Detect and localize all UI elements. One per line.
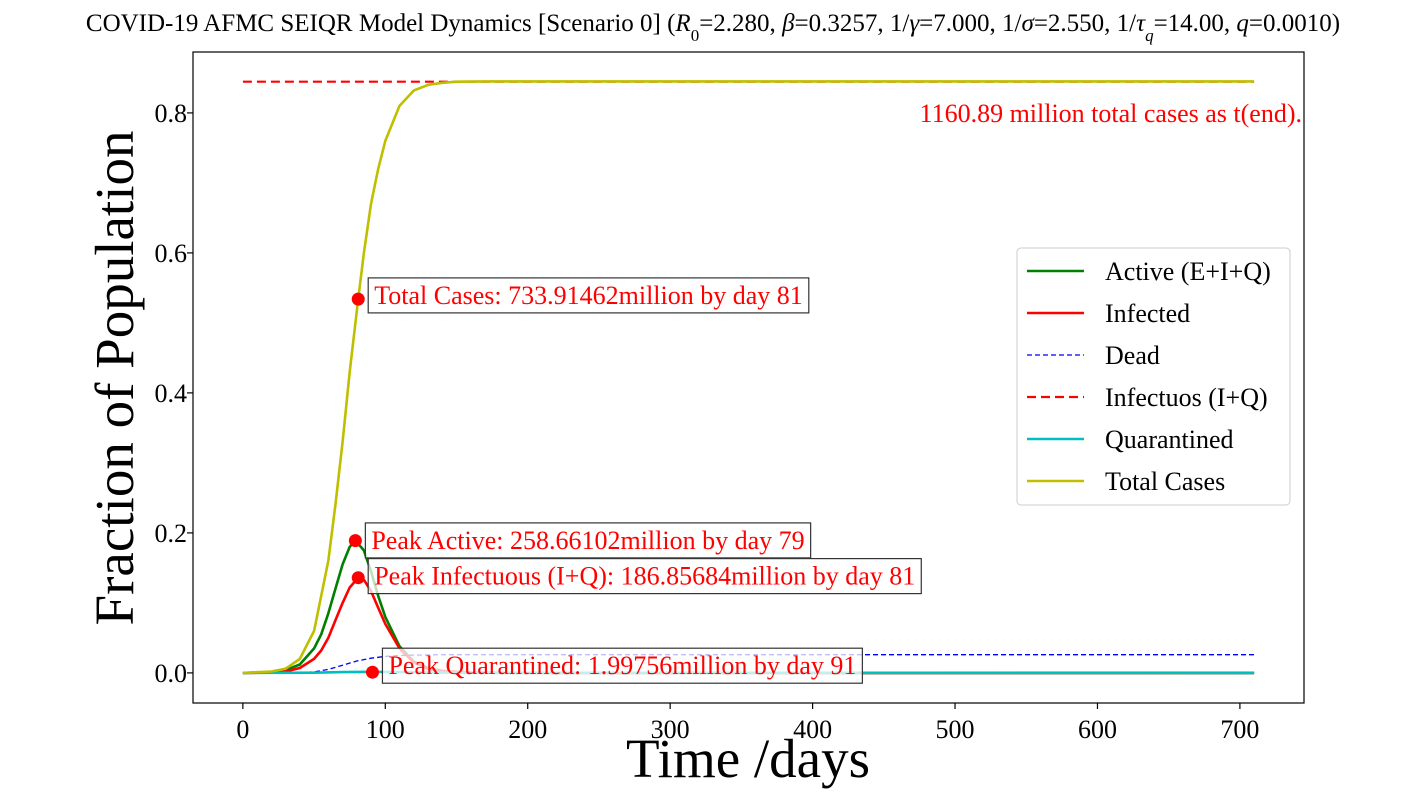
peak-marker xyxy=(351,571,365,585)
x-tick-label: 200 xyxy=(508,715,547,744)
y-tick-label: 0.8 xyxy=(155,99,188,128)
x-axis-ticks: 0 100 200 300 400 500 600 700 xyxy=(236,703,1259,744)
x-tick-label: 0 xyxy=(236,715,249,744)
legend-entries: Active (E+I+Q) Infected Dead Infectuos (I+Q… xyxy=(1027,257,1271,496)
y-axis-ticks: 0.0 0.2 0.4 0.6 0.8 xyxy=(155,99,193,688)
annotation-layer: Total Cases: 733.91462million by day 81 P… xyxy=(364,99,1302,684)
annotation-box xyxy=(367,557,922,595)
annotation-box xyxy=(381,647,863,684)
x-tick-label: 700 xyxy=(1220,715,1259,744)
series-line-5 xyxy=(242,80,1255,675)
y-axis-label: Fraction of Population xyxy=(84,131,145,626)
x-tick-label: 500 xyxy=(936,715,975,744)
annotation-label: Peak Infectuous (I+Q): 186.85684million … xyxy=(374,562,915,591)
y-tick-label: 0.0 xyxy=(155,659,188,688)
plot-frame xyxy=(192,51,1305,704)
x-tick-label: 100 xyxy=(366,715,405,744)
legend-label: Active (E+I+Q) xyxy=(1105,257,1271,286)
annotation-label: Peak Active: 258.66102million by day 79 xyxy=(371,526,804,555)
legend-label: Infectuos (I+Q) xyxy=(1105,383,1268,412)
peak-marker xyxy=(351,292,365,306)
legend-label: Total Cases xyxy=(1105,467,1225,496)
chart-title: COVID-19 AFMC SEIQR Model Dynamics [Scen… xyxy=(86,10,1340,45)
legend-label: Dead xyxy=(1105,341,1160,370)
peak-marker xyxy=(365,665,379,679)
x-tick-label: 300 xyxy=(651,715,690,744)
annotation-box xyxy=(364,522,812,559)
y-tick-label: 0.6 xyxy=(155,239,188,268)
marker-layer xyxy=(348,292,379,679)
annotation-label: Peak Quarantined: 1.99756million by day … xyxy=(388,651,856,680)
y-tick-label: 0.4 xyxy=(155,379,188,408)
x-tick-label: 600 xyxy=(1078,715,1117,744)
legend-label: Quarantined xyxy=(1105,425,1234,454)
annotation-label: 1160.89 million total cases as t(end). xyxy=(920,99,1302,128)
x-tick-label: 400 xyxy=(793,715,832,744)
x-axis-label: Time /days xyxy=(626,728,870,789)
annotation-box xyxy=(367,277,810,314)
annotation-label: Total Cases: 733.91462million by day 81 xyxy=(374,281,803,310)
legend-label: Infected xyxy=(1105,299,1190,328)
y-tick-label: 0.2 xyxy=(155,519,188,548)
legend-frame xyxy=(1016,247,1291,506)
legend: Active (E+I+Q) Infected Dead Infectuos (I+Q… xyxy=(1016,247,1291,506)
peak-marker xyxy=(348,534,362,548)
